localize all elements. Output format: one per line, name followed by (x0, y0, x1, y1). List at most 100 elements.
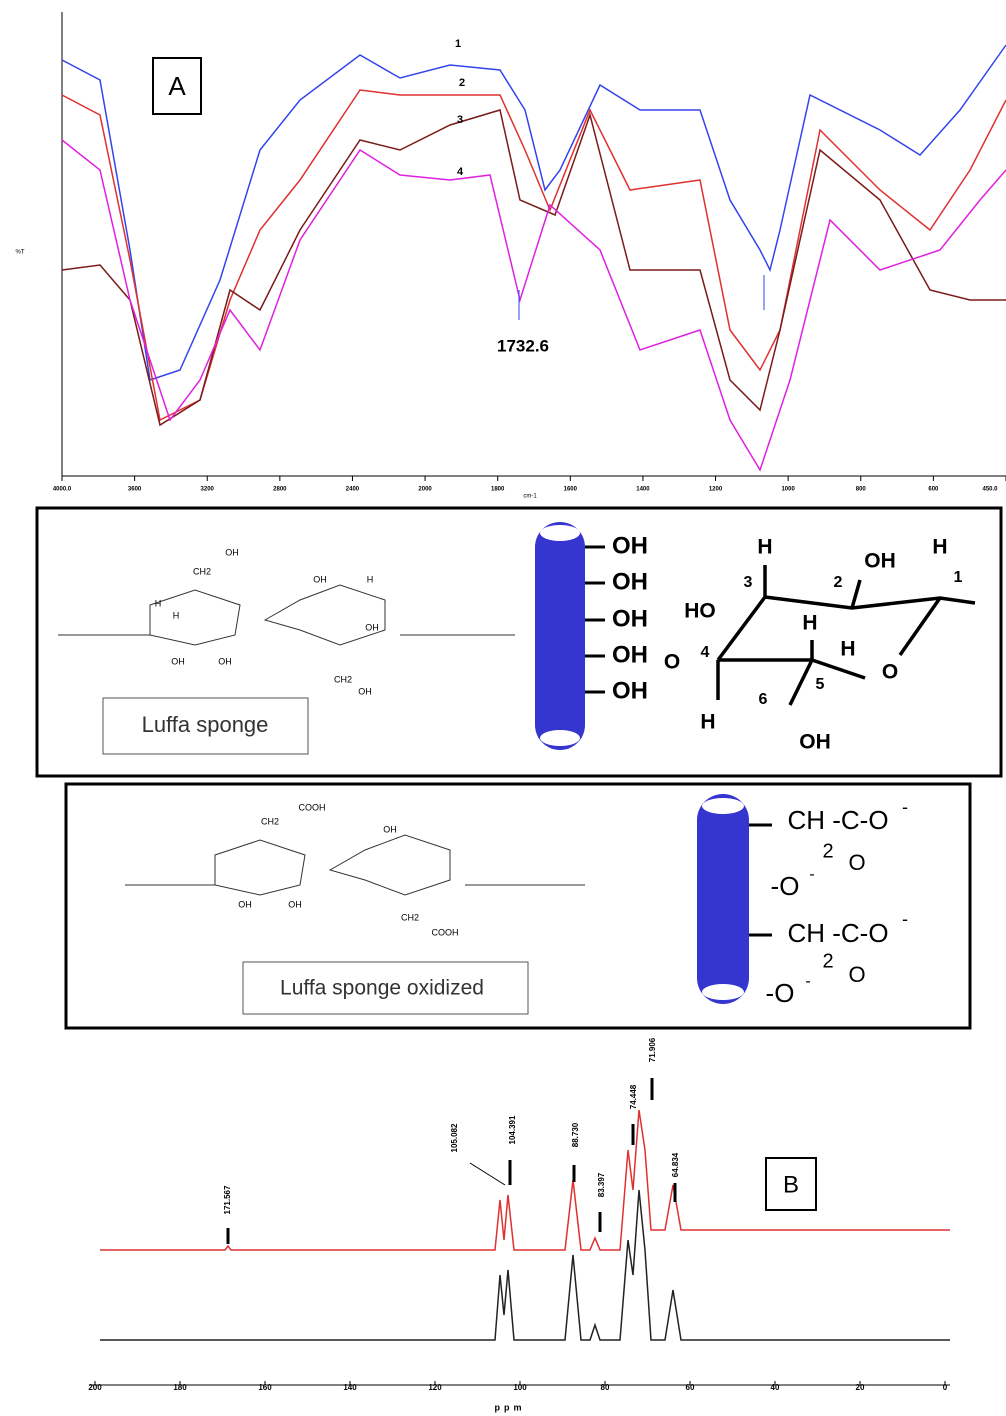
curve-label: 4 (457, 166, 464, 178)
atom-label: OH (225, 547, 239, 557)
group-label: O (848, 962, 865, 987)
x-tick-label: 80 (601, 1383, 610, 1392)
peak-label: 74.448 (629, 1084, 638, 1109)
fiber-end (540, 525, 580, 541)
x-tick-label: 3200 (201, 487, 215, 493)
x-tick-label: 3600 (128, 487, 142, 493)
x-tick-label: 2000 (418, 487, 432, 493)
atom-label: OH (313, 574, 327, 584)
group-label: O (848, 850, 865, 875)
atom-label: CH2 (401, 912, 419, 922)
bonds (585, 545, 605, 694)
x-tick-label: 4000.0 (53, 487, 72, 493)
ir-curve (61, 44, 1006, 381)
group-label: 2 (822, 950, 833, 972)
x-tick-label: 140 (343, 1383, 357, 1392)
x-tick-label: 100 (513, 1383, 527, 1392)
curve-label: 3 (457, 114, 463, 126)
x-tick-label: 1200 (709, 487, 723, 493)
atom-label: H (173, 610, 180, 620)
x-tick-label: 1800 (491, 487, 505, 493)
ir-curve (61, 139, 1006, 472)
atom-label: CH2 (334, 674, 352, 684)
group-label: - (902, 797, 908, 817)
x-tick-label: 160 (258, 1383, 272, 1392)
peak-label: 105.082 (450, 1123, 459, 1152)
x-tick-label: 180 (173, 1383, 187, 1392)
curve-label: 1 (455, 38, 461, 50)
atom-label: H (840, 638, 855, 661)
bonds (749, 823, 772, 937)
fiber (697, 794, 749, 1004)
peak-markers (226, 1078, 677, 1244)
chair-ring (716, 565, 976, 706)
group-label: -O (771, 871, 800, 901)
group-label: - (805, 973, 810, 990)
atom-label: H (802, 612, 817, 635)
x-tick-label: 200 (88, 1383, 102, 1392)
atom-label: OH (238, 899, 252, 909)
group-label: OH (612, 605, 648, 632)
atom-label: 3 (744, 574, 753, 591)
x-tick-label: 450.0 (982, 487, 998, 493)
x-tick-label: 2400 (346, 487, 360, 493)
x-tick-label: 800 (856, 487, 867, 493)
peak-label: 71.906 (648, 1037, 657, 1062)
group-label: - (809, 866, 814, 883)
nmr-spectrum (100, 1189, 950, 1341)
atom-label: COOH (432, 927, 459, 937)
structure-box (64, 782, 972, 1030)
peak-label: 88.730 (571, 1122, 580, 1147)
peak-label: 64.834 (671, 1152, 680, 1177)
caption: Luffa sponge oxidized (280, 977, 484, 1000)
label-box (152, 57, 202, 115)
atom-label: O (882, 661, 898, 684)
x-axis-label: cm-1 (523, 494, 537, 500)
x-tick-label: 20 (856, 1383, 865, 1392)
x-tick-label: 1600 (564, 487, 578, 493)
atom-label: 5 (816, 676, 825, 693)
x-tick-label: 2800 (273, 487, 287, 493)
peak-label: 171.567 (223, 1185, 232, 1214)
leader-line (469, 1162, 506, 1186)
atom-label: CH2 (193, 566, 211, 576)
atom-label: OH (171, 656, 185, 666)
panel-label: A (168, 71, 186, 101)
x-tick-label: 1400 (636, 487, 650, 493)
fiber-end (702, 798, 744, 814)
group-label: OH (612, 641, 648, 668)
atom-label: OH (864, 550, 896, 573)
atom-label: OH (383, 824, 397, 834)
x-tick-label: 40 (771, 1383, 780, 1392)
caption-box (102, 697, 309, 755)
group-label: -O (766, 978, 795, 1008)
annotation: 1732.6 (497, 336, 549, 355)
fiber-end (702, 984, 744, 1000)
x-axis-label: ppm (495, 1402, 526, 1412)
fiber (535, 522, 585, 750)
sugar-chain (58, 584, 515, 646)
atom-label: COOH (299, 802, 326, 812)
atom-label: H (700, 711, 715, 734)
ir-curve (61, 109, 1006, 427)
nmr-spectrum (100, 1109, 950, 1251)
group-label: 2 (822, 840, 833, 862)
atom-label: 1 (954, 569, 963, 586)
caption-box (242, 961, 529, 1015)
peak-label: 104.391 (508, 1115, 517, 1144)
group-label: OH (612, 677, 648, 704)
atom-label: 6 (759, 691, 768, 708)
x-tick-label: 600 (928, 487, 939, 493)
curve-label: 2 (459, 77, 465, 89)
atom-label: OH (218, 656, 232, 666)
x-tick-label: 60 (686, 1383, 695, 1392)
peak-label: 83.397 (597, 1172, 606, 1197)
atom-label: OH (288, 899, 302, 909)
label-box (765, 1157, 817, 1211)
fiber-end (540, 730, 580, 746)
group-label: CH -C-O (787, 918, 888, 948)
x-tick-label: 1000 (781, 487, 795, 493)
group-label: - (902, 909, 908, 929)
atom-label: OH (365, 622, 379, 632)
